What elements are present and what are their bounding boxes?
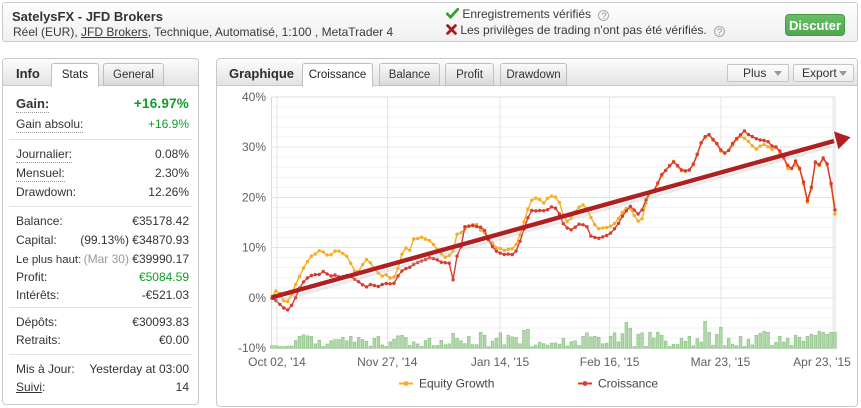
svg-text:Croissance: Croissance — [598, 377, 658, 391]
svg-text:30%: 30% — [242, 140, 266, 154]
svg-text:Nov 27, '14: Nov 27, '14 — [357, 355, 418, 369]
svg-text:Mar 23, '15: Mar 23, '15 — [691, 355, 751, 369]
svg-text:Feb 16, '15: Feb 16, '15 — [580, 355, 640, 369]
svg-text:Apr 23, '15: Apr 23, '15 — [793, 355, 851, 369]
svg-text:Equity Growth: Equity Growth — [419, 377, 494, 391]
svg-text:40%: 40% — [242, 90, 266, 104]
svg-text:20%: 20% — [242, 190, 266, 204]
svg-text:Jan 14, '15: Jan 14, '15 — [471, 355, 530, 369]
svg-text:10%: 10% — [242, 241, 266, 255]
svg-text:Oct 02, '14: Oct 02, '14 — [248, 355, 306, 369]
svg-text:-10%: -10% — [238, 341, 266, 355]
svg-text:0%: 0% — [249, 291, 267, 305]
